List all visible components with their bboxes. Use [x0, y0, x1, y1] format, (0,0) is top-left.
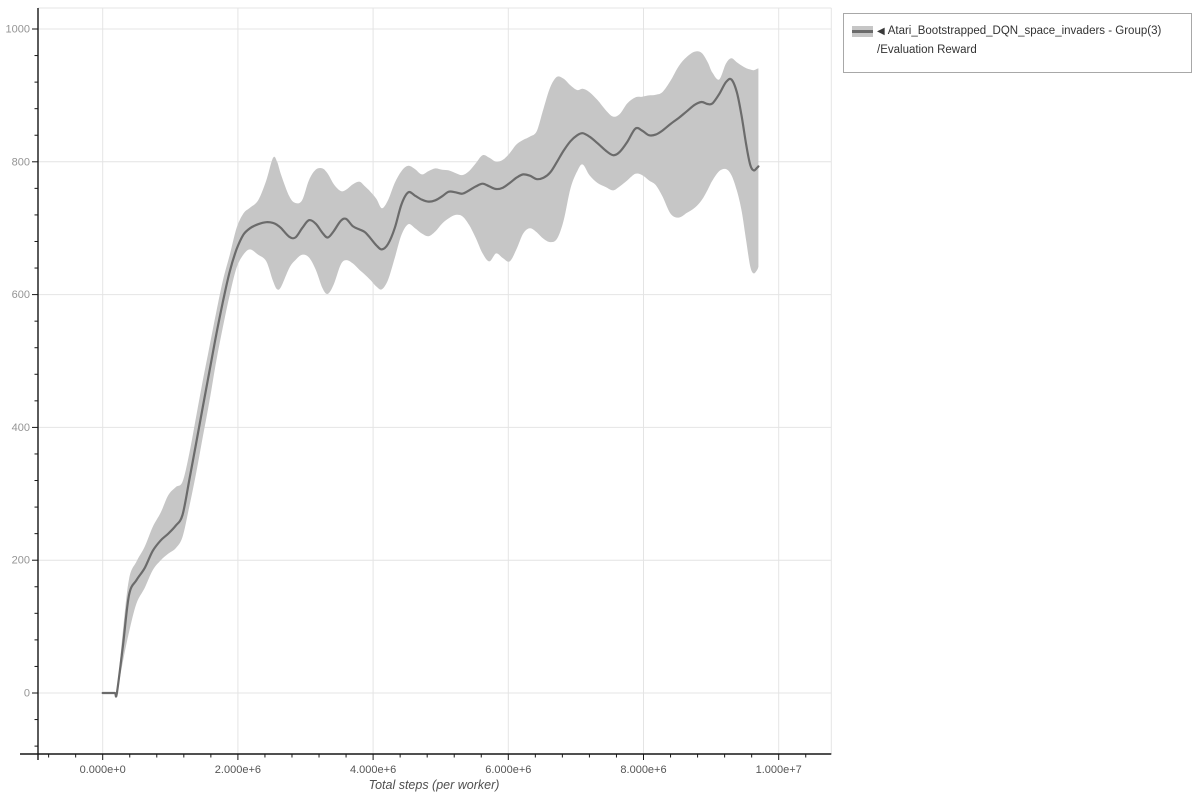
x-tick-label: 8.000e+6: [620, 764, 666, 776]
x-tick-label: 4.000e+6: [350, 764, 396, 776]
legend: ◀ Atari_Bootstrapped_DQN_space_invaders -…: [843, 13, 1192, 73]
x-tick-label: 2.000e+6: [215, 764, 261, 776]
x-tick-label: 1.000e+7: [756, 764, 802, 776]
series-line-icon: [852, 30, 873, 33]
x-tick-label: 6.000e+6: [485, 764, 531, 776]
axis-labels: 0.000e+0 2.000e+6 4.000e+6 6.000e+6 8.000e+6…: [6, 24, 802, 777]
y-tick-label: 0: [24, 688, 30, 700]
axes: [20, 8, 832, 760]
gridlines: [38, 7, 832, 754]
confidence-band: [102, 51, 759, 698]
legend-sublabel: /Evaluation Reward: [877, 44, 977, 56]
x-tick-label: 0.000e+0: [80, 764, 126, 776]
collapse-arrow-icon[interactable]: ◀: [877, 26, 885, 37]
legend-label: Atari_Bootstrapped_DQN_space_invaders - …: [887, 25, 1162, 37]
y-tick-label: 1000: [6, 24, 30, 36]
legend-text: ◀ Atari_Bootstrapped_DQN_space_invaders -…: [877, 22, 1161, 60]
legend-entry[interactable]: ◀ Atari_Bootstrapped_DQN_space_invaders -…: [852, 22, 1183, 60]
mean-line: [101, 77, 760, 698]
y-tick-label: 600: [12, 289, 30, 301]
series-swatch-icon: [852, 26, 873, 37]
y-tick-label: 400: [12, 422, 30, 434]
y-tick-label: 800: [12, 156, 30, 168]
y-tick-label: 200: [12, 555, 30, 567]
x-axis-title: Total steps (per worker): [369, 778, 500, 792]
series-layer: [101, 51, 760, 698]
